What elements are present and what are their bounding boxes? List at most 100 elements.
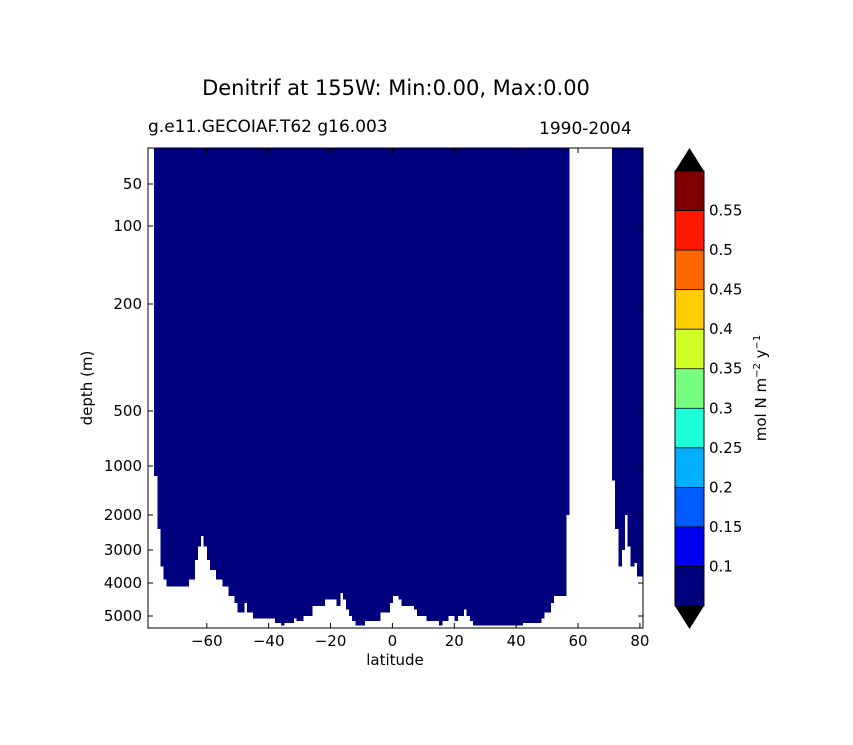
- ocean-column: [160, 148, 165, 567]
- ocean-column: [472, 148, 523, 626]
- colorbar-segment: [675, 447, 704, 488]
- ocean-column: [565, 148, 570, 515]
- colorbar-segment: [675, 210, 704, 251]
- ocean-column: [163, 148, 168, 580]
- ocean-column: [612, 148, 616, 481]
- ocean-column: [553, 148, 564, 597]
- ocean-column: [463, 148, 468, 610]
- ocean-column: [380, 148, 390, 613]
- ocean-column: [284, 148, 295, 624]
- x-tick-label: −40: [253, 632, 285, 650]
- chart-subtitle-right: 1990-2004: [539, 119, 632, 139]
- ocean-column: [522, 148, 542, 624]
- x-tick-label: 80: [630, 632, 649, 650]
- y-tick-label: 3000: [104, 541, 142, 559]
- ocean-column: [209, 148, 217, 570]
- ocean-column: [157, 148, 161, 529]
- chart-title: Denitrif at 155W: Min:0.00, Max:0.00: [202, 76, 590, 100]
- x-tick-label: 20: [445, 632, 464, 650]
- ocean-column: [274, 148, 282, 624]
- x-tick-label: 60: [568, 632, 587, 650]
- colorbar: 0.1 0.15 0.2 0.25 0.3 0.35 0.4 0.45 0.5 0.55: [674, 148, 742, 629]
- ocean-column: [342, 148, 347, 600]
- y-axis-label: depth (m): [78, 351, 96, 426]
- ocean-column: [346, 148, 350, 610]
- x-axis: −60 −40 −20 0 20 40 60 80: [191, 148, 649, 650]
- colorbar-segment: [675, 289, 704, 330]
- ocean-column: [200, 148, 205, 536]
- y-tick-label: 4000: [104, 574, 142, 592]
- colorbar-tick-label: 0.3: [709, 399, 733, 417]
- colorbar-tick-label: 0.4: [709, 320, 733, 338]
- ocean-column: [441, 148, 449, 621]
- y-tick-label: 500: [113, 402, 142, 420]
- ocean-column: [271, 148, 276, 619]
- x-tick-label: 40: [507, 632, 526, 650]
- ocean-column: [621, 148, 626, 550]
- colorbar-label: mol N m−2 y−1: [752, 335, 770, 441]
- plot-frame: [147, 147, 644, 629]
- ocean-column: [550, 148, 554, 603]
- ocean-column: [349, 148, 353, 616]
- y-axis: 50 100 200 500 1000 2000 3000 4000 5000: [104, 175, 643, 625]
- colorbar-segment: [675, 526, 704, 567]
- ocean-column: [615, 148, 619, 529]
- ocean-column: [243, 148, 248, 603]
- ocean-column: [469, 148, 474, 621]
- colorbar-label-unit: mol N m: [752, 378, 770, 441]
- ocean-column: [154, 148, 158, 476]
- ocean-column: [624, 148, 629, 515]
- ocean-column: [392, 148, 400, 597]
- y-tick-label: 50: [123, 175, 142, 193]
- colorbar-segment: [675, 487, 704, 527]
- colorbar-tick-label: 0.5: [709, 241, 733, 259]
- ocean-column: [454, 148, 458, 621]
- colorbar-segment: [675, 408, 704, 448]
- ocean-column: [194, 148, 199, 560]
- colorbar-label-time: y: [752, 349, 770, 363]
- ocean-column: [293, 148, 298, 619]
- colorbar-label-exp2: −1: [752, 335, 763, 350]
- ocean-column: [324, 148, 338, 600]
- ocean-column: [544, 148, 551, 613]
- y-tick-label: 1000: [104, 457, 142, 475]
- ocean-column: [438, 148, 443, 626]
- ocean-field: [154, 148, 644, 626]
- ocean-column: [302, 148, 313, 616]
- colorbar-frame: [674, 170, 705, 607]
- ocean-column: [618, 148, 622, 567]
- ocean-column: [426, 148, 440, 621]
- ocean-column: [234, 148, 239, 603]
- ocean-column: [466, 148, 471, 616]
- y-tick-label: 200: [113, 295, 142, 313]
- ocean-column: [188, 148, 196, 580]
- x-tick-label: 0: [388, 632, 398, 650]
- colorbar-tick-label: 0.15: [709, 518, 742, 536]
- plot-area: [147, 147, 644, 629]
- ocean-column: [562, 148, 567, 597]
- colorbar-tick-label: 0.1: [709, 557, 733, 575]
- ocean-column: [237, 148, 245, 613]
- colorbar-segment: [675, 368, 704, 409]
- ocean-column: [401, 148, 415, 607]
- ocean-column: [228, 148, 236, 597]
- colorbar-segment: [675, 329, 704, 369]
- colorbar-segment: [675, 566, 704, 606]
- ocean-column: [197, 148, 202, 547]
- y-tick-label: 5000: [104, 607, 142, 625]
- ocean-column: [627, 148, 632, 547]
- ocean-column: [417, 148, 428, 616]
- colorbar-segment: [675, 250, 704, 290]
- ocean-column: [355, 148, 366, 626]
- ocean-column: [206, 148, 211, 560]
- colorbar-segment: [675, 171, 704, 211]
- ocean-column: [203, 148, 208, 547]
- ocean-column: [457, 148, 465, 616]
- ocean-column: [336, 148, 341, 607]
- ocean-column: [339, 148, 344, 593]
- colorbar-label-exp1: −2: [752, 363, 763, 378]
- ocean-column: [311, 148, 325, 607]
- x-tick-label: −60: [191, 632, 223, 650]
- ocean-column: [216, 148, 223, 580]
